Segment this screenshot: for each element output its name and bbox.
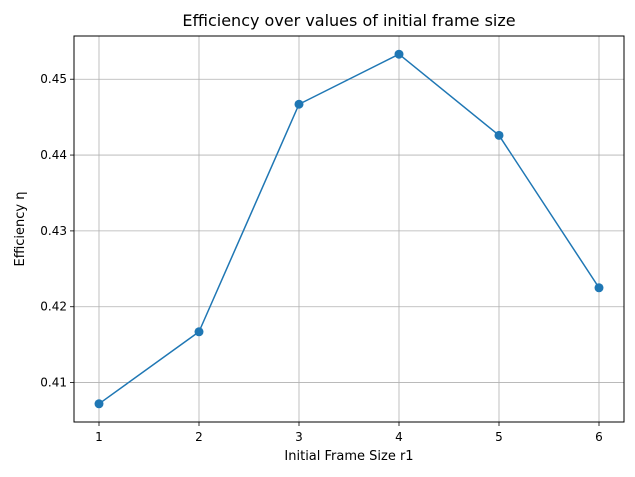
x-tick-label: 3	[295, 430, 303, 444]
x-tick-label: 6	[595, 430, 603, 444]
data-point	[94, 399, 104, 409]
data-point	[294, 99, 304, 109]
y-tick-label: 0.45	[40, 72, 67, 86]
y-tick-label: 0.41	[40, 376, 67, 390]
data-point	[494, 130, 504, 140]
x-tick-label: 4	[395, 430, 403, 444]
y-axis-ticks: 0.41 0.42 0.43 0.44 0.45	[40, 72, 74, 390]
series-line	[98, 53, 600, 405]
x-tick-label: 5	[495, 430, 503, 444]
y-axis-label: Efficiency η	[13, 192, 28, 267]
y-tick-label: 0.43	[40, 224, 67, 238]
chart-title: Efficiency over values of initial frame …	[182, 11, 515, 30]
x-tick-label: 1	[95, 430, 103, 444]
y-tick-label: 0.42	[40, 300, 67, 314]
data-point	[194, 327, 204, 337]
x-axis-label: Initial Frame Size r1	[284, 449, 413, 464]
plot-frame	[73, 35, 625, 423]
series-layer	[94, 49, 604, 409]
x-tick-label: 2	[195, 430, 203, 444]
y-tick-label: 0.44	[40, 148, 67, 162]
data-point	[594, 283, 604, 293]
data-point	[394, 49, 404, 59]
x-axis-ticks: 1 2 3 4 5 6	[95, 422, 603, 444]
